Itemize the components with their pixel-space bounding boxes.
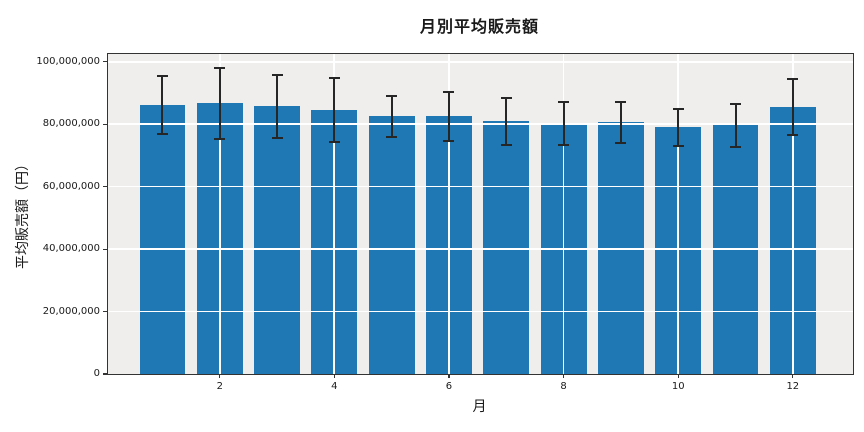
error-bar-month-2: [218, 68, 221, 139]
error-bar-cap-month-8: [558, 143, 570, 146]
error-bar-cap-month-11: [730, 146, 742, 149]
error-bar-cap-month-3: [271, 73, 283, 76]
error-bar-cap-month-2: [214, 137, 226, 140]
bar-month-5: [368, 116, 415, 374]
y-tick-mark: [103, 123, 107, 125]
error-bar-cap-month-2: [214, 67, 226, 70]
error-bar-cap-month-5: [386, 94, 398, 97]
v-gridline: [791, 54, 794, 374]
bar-month-3: [254, 106, 300, 374]
error-bar-cap-month-10: [672, 107, 684, 110]
error-bar-cap-month-10: [672, 145, 684, 148]
x-tick-label: 10: [671, 381, 685, 392]
x-tick-label: 2: [216, 381, 223, 392]
h-gridline: [108, 123, 853, 126]
y-tick-label: 80,000,000: [42, 118, 100, 130]
x-tick-mark: [219, 374, 221, 378]
error-bar-cap-month-9: [615, 100, 627, 103]
error-bar-cap-month-7: [500, 96, 512, 99]
v-gridline: [448, 54, 450, 374]
x-tick-mark: [448, 374, 450, 378]
error-bar-cap-month-3: [271, 137, 283, 140]
x-tick-mark: [677, 374, 679, 378]
v-gridline: [333, 54, 336, 374]
y-tick-mark: [103, 373, 107, 375]
bar-month-7: [483, 121, 530, 374]
plot-area: 0 20,000,000 40,000,000 60,000,000 80,000,00…: [36, 53, 854, 392]
y-tick-mark: [103, 61, 107, 63]
y-tick-label: 100,000,000: [36, 55, 100, 67]
error-bar-cap-month-11: [730, 102, 742, 105]
error-bar-cap-month-6: [443, 90, 455, 93]
error-bar-cap-month-5: [386, 136, 398, 139]
grid-layer: [108, 54, 853, 374]
error-bar-month-1: [161, 75, 164, 134]
error-bar-cap-month-9: [615, 141, 627, 144]
y-tick-label: 60,000,000: [42, 180, 100, 192]
v-gridline: [218, 54, 221, 374]
error-bar-month-8: [562, 102, 565, 145]
error-bar-cap-month-1: [156, 74, 168, 77]
chart-title: 月別平均販売額: [419, 17, 539, 36]
error-bar-cap-month-1: [156, 132, 168, 135]
x-axis-label: 月: [472, 399, 487, 415]
error-bar-cap-month-8: [558, 101, 570, 104]
v-gridline: [562, 54, 565, 374]
y-tick-mark: [103, 310, 107, 313]
h-gridline: [108, 185, 853, 188]
error-bar-cap-month-7: [500, 144, 512, 147]
y-tick-mark: [103, 248, 107, 250]
error-bar-cap-month-12: [787, 134, 799, 137]
v-gridline: [677, 54, 680, 374]
h-gridline: [108, 310, 853, 313]
error-bar-month-9: [619, 101, 622, 143]
x-tick-label: 8: [560, 381, 567, 392]
x-tick-mark: [562, 374, 565, 378]
error-bar-month-10: [677, 108, 680, 147]
error-bar-month-3: [276, 74, 279, 139]
h-gridline: [108, 60, 853, 63]
y-tick-label: 40,000,000: [42, 243, 100, 255]
error-bar-month-7: [505, 97, 508, 146]
bar-month-1: [139, 104, 186, 374]
ticks-layer: 0 20,000,000 40,000,000 60,000,000 80,000,00…: [36, 54, 853, 392]
error-bar-cap-month-6: [443, 140, 455, 143]
error-bar-month-12: [791, 79, 794, 136]
y-tick-label: 0: [93, 368, 100, 379]
error-bar-cap-month-4: [328, 141, 340, 144]
y-tick-label: 20,000,000: [42, 305, 100, 317]
error-bars-layer: [108, 54, 853, 374]
error-bar-month-4: [333, 78, 336, 143]
y-tick-mark: [103, 186, 107, 188]
x-tick-mark: [333, 374, 335, 378]
x-tick-mark: [792, 374, 794, 378]
error-bar-month-11: [734, 103, 737, 148]
x-tick-label: 12: [786, 381, 800, 392]
error-bar-cap-month-4: [328, 77, 340, 80]
x-tick-label: 6: [445, 381, 453, 392]
x-tick-label: 4: [331, 381, 338, 392]
error-bar-cap-month-12: [787, 78, 799, 81]
error-bar-month-5: [390, 95, 393, 138]
h-gridline: [108, 248, 853, 250]
error-bar-month-6: [447, 91, 450, 142]
